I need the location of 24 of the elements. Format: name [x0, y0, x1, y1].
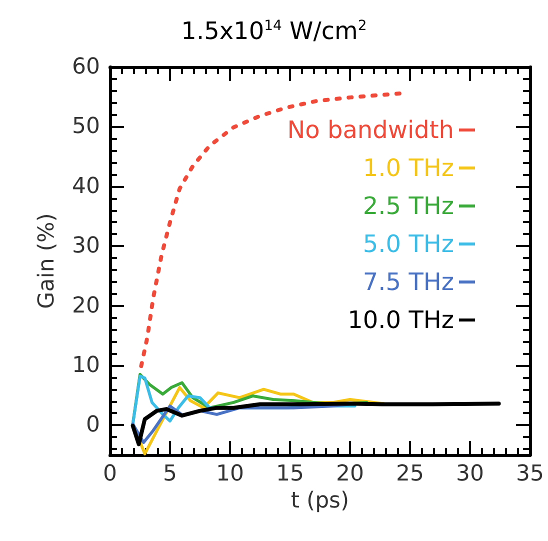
- y-tick-label: 10: [72, 352, 100, 378]
- x-tick-label: 0: [103, 462, 117, 486]
- y-tick-label: 40: [72, 174, 100, 199]
- legend-label: 7.5 THz: [362, 268, 454, 296]
- x-tick-label: 5: [163, 462, 177, 486]
- y-tick-label: 20: [72, 293, 100, 318]
- x-tick-label: 30: [456, 462, 484, 486]
- legend-label: 2.5 THz: [362, 192, 454, 220]
- y-tick-label: 30: [72, 234, 100, 259]
- x-tick-label: 25: [396, 462, 424, 486]
- legend-label: 1.0 THz: [362, 154, 454, 182]
- y-axis-title: Gain (%): [34, 213, 60, 309]
- y-tick-label: 50: [72, 114, 100, 140]
- legend-label: No bandwidth: [287, 116, 454, 144]
- x-axis-title: t (ps): [290, 488, 350, 514]
- x-tick-label: 15: [276, 462, 304, 486]
- legend-label: 10.0 THz: [348, 306, 454, 334]
- legend-label: 5.0 THz: [362, 230, 454, 258]
- y-tick-label: 60: [72, 54, 100, 80]
- y-tick-label: 0: [86, 412, 100, 438]
- x-tick-label: 20: [336, 462, 364, 486]
- x-tick-label: 35: [516, 462, 544, 486]
- x-tick-label: 10: [216, 462, 244, 486]
- line-series: [130, 402, 501, 446]
